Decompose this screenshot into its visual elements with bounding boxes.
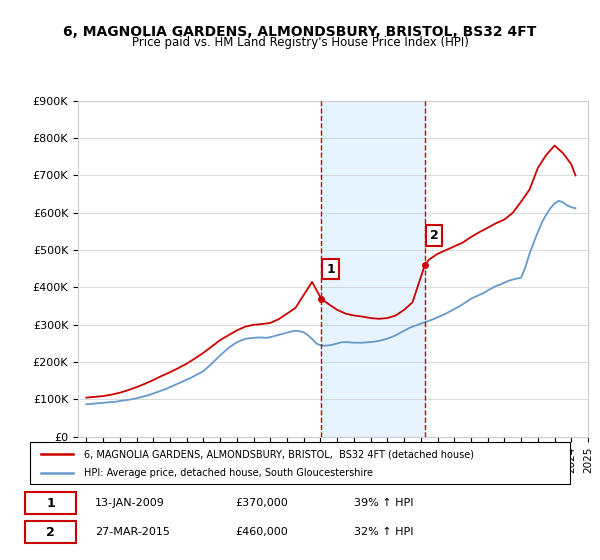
Text: £460,000: £460,000 bbox=[235, 528, 288, 538]
Text: 2: 2 bbox=[430, 229, 439, 242]
Text: Price paid vs. HM Land Registry's House Price Index (HPI): Price paid vs. HM Land Registry's House … bbox=[131, 36, 469, 49]
Text: 13-JAN-2009: 13-JAN-2009 bbox=[95, 498, 164, 508]
Text: 27-MAR-2015: 27-MAR-2015 bbox=[95, 528, 170, 538]
FancyBboxPatch shape bbox=[30, 442, 570, 484]
Text: 39% ↑ HPI: 39% ↑ HPI bbox=[354, 498, 413, 508]
Text: 2: 2 bbox=[46, 526, 55, 539]
Text: 6, MAGNOLIA GARDENS, ALMONDSBURY, BRISTOL, BS32 4FT: 6, MAGNOLIA GARDENS, ALMONDSBURY, BRISTO… bbox=[64, 25, 536, 39]
Text: 1: 1 bbox=[46, 497, 55, 510]
Text: 1: 1 bbox=[326, 263, 335, 276]
Bar bbox=[321, 101, 425, 437]
FancyBboxPatch shape bbox=[25, 492, 76, 514]
Text: 6, MAGNOLIA GARDENS, ALMONDSBURY, BRISTOL,  BS32 4FT (detached house): 6, MAGNOLIA GARDENS, ALMONDSBURY, BRISTO… bbox=[84, 449, 474, 459]
Text: 32% ↑ HPI: 32% ↑ HPI bbox=[354, 528, 413, 538]
FancyBboxPatch shape bbox=[25, 521, 76, 543]
Text: £370,000: £370,000 bbox=[235, 498, 288, 508]
Text: HPI: Average price, detached house, South Gloucestershire: HPI: Average price, detached house, Sout… bbox=[84, 468, 373, 478]
